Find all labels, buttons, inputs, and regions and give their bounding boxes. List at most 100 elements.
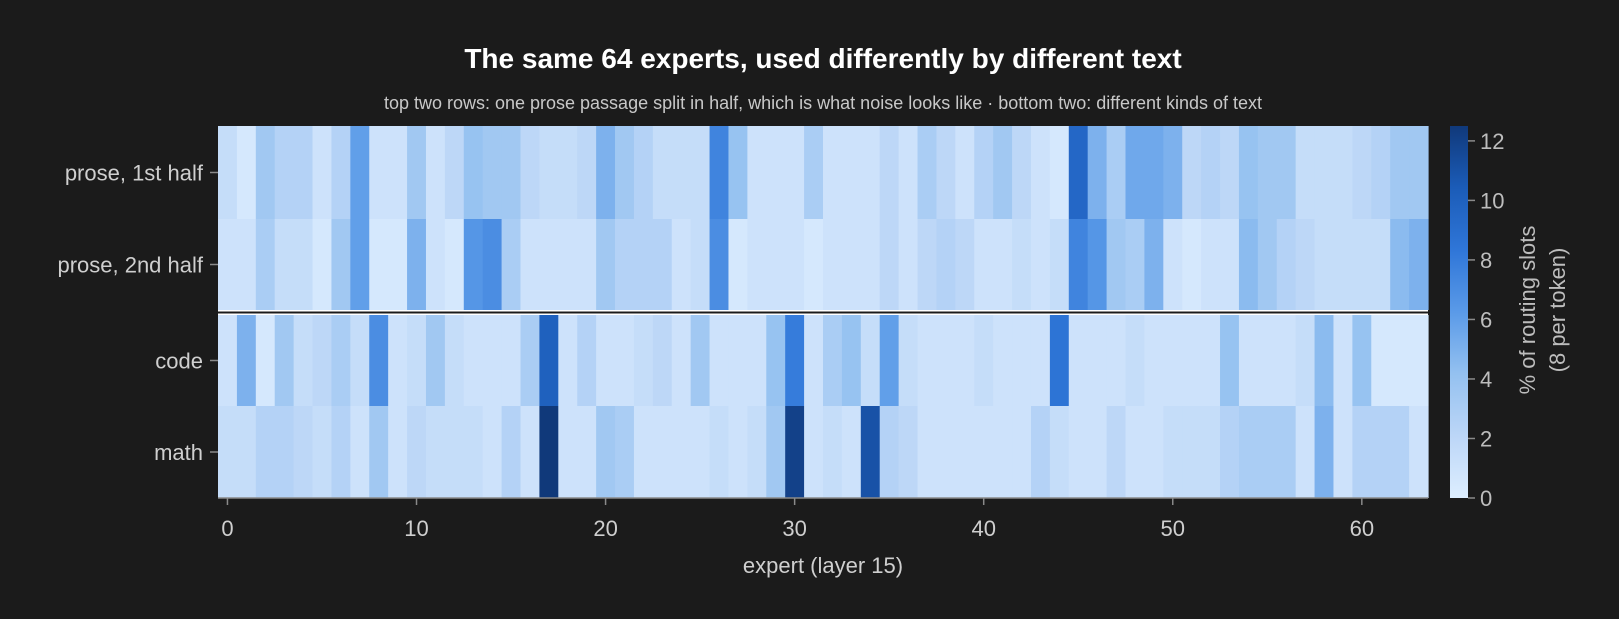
row-label: math <box>154 440 203 465</box>
heatmap-cell <box>577 315 597 406</box>
heatmap-cell <box>1030 219 1051 310</box>
heatmap-cell <box>1295 219 1316 310</box>
heatmap-cell <box>1144 219 1164 310</box>
heatmap-cell <box>1390 126 1410 219</box>
heatmap-cell <box>425 406 446 498</box>
heatmap-cell <box>1371 406 1391 498</box>
x-tick-label: 40 <box>971 516 995 541</box>
heatmap-cells <box>218 126 1429 498</box>
heatmap-cell <box>1012 219 1032 310</box>
heatmap-cell <box>1106 219 1127 310</box>
heatmap-cell <box>1333 315 1353 406</box>
colorbar-tick-label: 4 <box>1480 367 1492 392</box>
heatmap-cell <box>293 219 314 310</box>
heatmap-cell <box>218 126 238 219</box>
heatmap-cell <box>993 406 1013 498</box>
heatmap-cell <box>1068 126 1089 219</box>
heatmap-cell <box>785 126 805 219</box>
heatmap-cell <box>1012 406 1032 498</box>
heatmap-cell <box>539 315 559 406</box>
heatmap-cell <box>917 219 938 310</box>
heatmap-cell <box>407 406 427 498</box>
heatmap-cell <box>1276 219 1297 310</box>
colorbar-label: % of routing slots (8 per token) <box>1515 226 1570 395</box>
heatmap-cell <box>1012 126 1032 219</box>
heatmap-cell <box>1182 219 1202 310</box>
heatmap-cell <box>350 126 370 219</box>
heatmap-cell <box>747 219 767 310</box>
heatmap-cell <box>558 406 578 498</box>
heatmap-cell <box>1295 406 1316 498</box>
heatmap-cell <box>1106 406 1127 498</box>
heatmap-cell <box>312 406 333 498</box>
heatmap-cell <box>388 315 408 406</box>
heatmap-cell <box>879 126 900 219</box>
heatmap-cell <box>463 315 484 406</box>
heatmap-cell <box>879 315 900 406</box>
heatmap-cell <box>785 315 805 406</box>
heatmap-cell <box>255 406 276 498</box>
heatmap-cell <box>539 406 559 498</box>
heatmap-cell <box>633 126 654 219</box>
heatmap-cell <box>293 126 314 219</box>
heatmap-cell <box>1409 315 1429 406</box>
heatmap-cell <box>1182 406 1202 498</box>
heatmap-cell <box>407 219 427 310</box>
heatmap-cell <box>993 126 1013 219</box>
heatmap-cell <box>1352 315 1372 406</box>
row-label: code <box>155 349 203 374</box>
heatmap-cell <box>331 406 351 498</box>
heatmap-cell <box>633 406 654 498</box>
heatmap-cell <box>444 315 465 406</box>
heatmap-cell <box>1276 315 1297 406</box>
heatmap-cell <box>974 126 994 219</box>
heatmap-cell <box>823 406 843 498</box>
heatmap-cell <box>709 406 730 498</box>
heatmap-cell <box>539 126 559 219</box>
heatmap-cell <box>747 406 767 498</box>
heatmap-cell <box>1276 406 1297 498</box>
heatmap-cell <box>823 315 843 406</box>
heatmap-cell <box>841 126 862 219</box>
heatmap-cell <box>936 315 956 406</box>
heatmap-cell <box>1201 126 1221 219</box>
heatmap-cell <box>1257 406 1278 498</box>
heatmap-cell <box>766 315 786 406</box>
heatmap-cell <box>917 315 938 406</box>
heatmap-cell <box>633 219 654 310</box>
heatmap-cell <box>520 315 541 406</box>
heatmap-cell <box>1276 126 1297 219</box>
heatmap-cell <box>690 219 711 310</box>
y-axis-ticks: prose, 1st half prose, 2nd half code math <box>57 161 218 465</box>
heatmap-cell <box>1220 219 1240 310</box>
heatmap-cell <box>1106 126 1127 219</box>
heatmap-cell <box>1068 406 1089 498</box>
heatmap-cell <box>785 219 805 310</box>
heatmap-cell <box>1257 126 1278 219</box>
heatmap-cell <box>1030 126 1051 219</box>
heatmap-cell <box>1144 406 1164 498</box>
heatmap-cell <box>1087 406 1108 498</box>
x-tick-label: 20 <box>593 516 617 541</box>
heatmap-cell <box>1314 219 1335 310</box>
heatmap-cell <box>1257 219 1278 310</box>
heatmap-cell <box>652 126 673 219</box>
heatmap-cell <box>747 126 767 219</box>
heatmap-cell <box>407 315 427 406</box>
heatmap-cell <box>369 315 389 406</box>
heatmap-cell <box>1333 406 1353 498</box>
heatmap-cell <box>369 126 389 219</box>
heatmap-cell <box>1144 315 1164 406</box>
x-axis-ticks: 0 10 20 30 40 50 60 <box>221 498 1374 541</box>
heatmap-cell <box>860 315 881 406</box>
heatmap-cell <box>898 406 919 498</box>
heatmap-cell <box>633 315 654 406</box>
heatmap-cell <box>255 315 276 406</box>
heatmap-cell <box>577 219 597 310</box>
heatmap-cell <box>520 406 541 498</box>
colorbar: 0 2 4 6 8 10 12 <box>1450 126 1504 511</box>
heatmap-cell <box>293 406 314 498</box>
heatmap-cell <box>331 126 351 219</box>
heatmap-cell <box>823 219 843 310</box>
